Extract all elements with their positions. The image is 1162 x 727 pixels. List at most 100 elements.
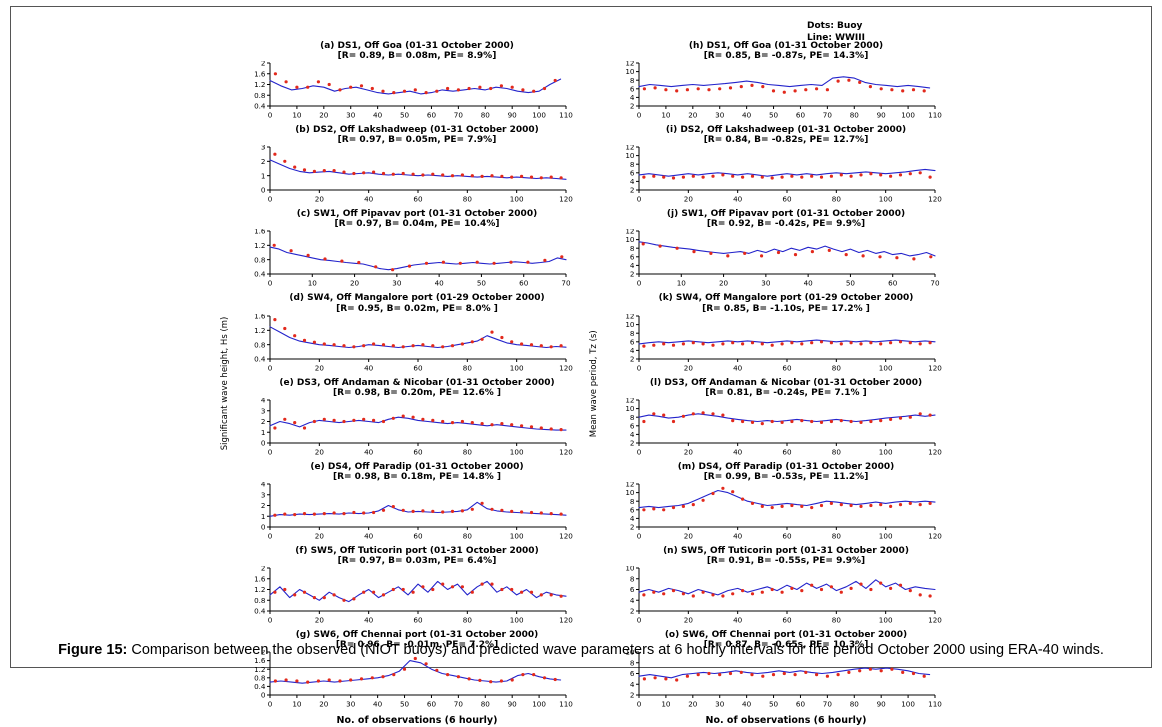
svg-text:6: 6 xyxy=(630,337,635,346)
svg-text:100: 100 xyxy=(879,363,893,372)
svg-text:1.6: 1.6 xyxy=(254,70,266,79)
svg-text:80: 80 xyxy=(463,363,473,372)
svg-text:100: 100 xyxy=(510,616,524,625)
svg-text:90: 90 xyxy=(877,700,887,709)
svg-text:6: 6 xyxy=(630,85,635,94)
svg-text:10: 10 xyxy=(625,67,635,76)
svg-text:8: 8 xyxy=(630,76,635,85)
panel-title: (e) DS4, Off Paradip (01-31 October 2000… xyxy=(310,461,524,482)
svg-text:80: 80 xyxy=(463,616,473,625)
svg-text:8: 8 xyxy=(630,160,635,169)
svg-text:60: 60 xyxy=(519,279,529,288)
svg-text:4: 4 xyxy=(630,596,635,605)
svg-text:20: 20 xyxy=(684,616,694,625)
svg-text:80: 80 xyxy=(832,447,842,456)
svg-text:40: 40 xyxy=(804,279,814,288)
svg-text:2: 2 xyxy=(630,102,635,111)
svg-text:120: 120 xyxy=(928,195,942,204)
svg-text:1: 1 xyxy=(261,428,266,437)
svg-text:2: 2 xyxy=(630,523,635,532)
svg-text:2: 2 xyxy=(630,270,635,279)
svg-text:12: 12 xyxy=(625,398,634,405)
svg-text:80: 80 xyxy=(832,195,842,204)
svg-text:1.2: 1.2 xyxy=(254,241,265,250)
chart-panel-e-ds3: (e) DS3, Off Andaman & Nicobar (01-31 Oc… xyxy=(233,378,573,461)
legend-dots-label: Dots: Buoy xyxy=(807,21,863,31)
svg-text:0: 0 xyxy=(268,363,273,372)
svg-text:20: 20 xyxy=(319,700,329,709)
svg-text:80: 80 xyxy=(481,111,491,120)
svg-text:20: 20 xyxy=(315,616,325,625)
svg-text:0: 0 xyxy=(261,523,266,532)
charts-row: Significant wave height, Hs (m) (a) DS1,… xyxy=(11,7,1151,726)
svg-text:0.4: 0.4 xyxy=(254,354,266,363)
svg-text:40: 40 xyxy=(364,616,374,625)
right-panels: (h) DS1, Off Goa (01-31 October 2000) [R=… xyxy=(602,41,942,714)
left-panels: (a) DS1, Off Goa (01-31 October 2000) [R=… xyxy=(233,41,573,714)
svg-text:0: 0 xyxy=(268,531,273,540)
svg-text:3: 3 xyxy=(261,406,266,415)
figure-caption: Figure 15: Comparison between the observ… xyxy=(11,642,1151,658)
hs-column: Significant wave height, Hs (m) (a) DS1,… xyxy=(220,41,573,726)
svg-text:8: 8 xyxy=(630,497,635,506)
svg-text:2: 2 xyxy=(630,691,635,700)
svg-text:8: 8 xyxy=(630,244,635,253)
svg-text:80: 80 xyxy=(832,616,842,625)
svg-text:0: 0 xyxy=(268,700,273,709)
panel-title: (m) DS4, Off Paradip (01-31 October 2000… xyxy=(677,461,895,482)
figure-frame: Dots: Buoy Line: WWIII Significant wave … xyxy=(10,6,1152,726)
svg-text:70: 70 xyxy=(823,700,833,709)
svg-text:120: 120 xyxy=(559,195,573,204)
svg-text:6: 6 xyxy=(630,253,635,262)
svg-text:20: 20 xyxy=(684,195,694,204)
legend-line-label: Line: WWIII xyxy=(807,32,865,43)
svg-text:30: 30 xyxy=(715,111,725,120)
caption-label: Figure 15: xyxy=(58,642,128,658)
svg-text:120: 120 xyxy=(559,447,573,456)
svg-text:70: 70 xyxy=(454,700,464,709)
chart-panel-m: (m) DS4, Off Paradip (01-31 October 2000… xyxy=(602,462,942,545)
svg-text:100: 100 xyxy=(879,531,893,540)
panel-title: (b) DS2, Off Lakshadweep (01-31 October … xyxy=(295,125,539,146)
svg-text:60: 60 xyxy=(413,363,423,372)
panel-plot: 0.40.81.21.620 10 20 30 40 50 60 70 80 90 100 110 xyxy=(254,59,573,120)
svg-text:4: 4 xyxy=(630,680,635,689)
chart-panel-e-ds4: (e) DS4, Off Paradip (01-31 October 2000… xyxy=(233,462,573,545)
svg-text:2: 2 xyxy=(261,417,266,426)
svg-text:40: 40 xyxy=(742,111,752,120)
svg-text:120: 120 xyxy=(559,531,573,540)
panel-title: (a) DS1, Off Goa (01-31 October 2000) [R=… xyxy=(320,41,514,62)
svg-text:10: 10 xyxy=(308,279,318,288)
svg-text:8: 8 xyxy=(630,659,635,668)
svg-text:8: 8 xyxy=(630,574,635,583)
svg-text:120: 120 xyxy=(928,363,942,372)
panel-plot: 0.4 0.8 1.2 1.6 0 20 40 60 80 100 120 xyxy=(254,311,573,372)
svg-text:6: 6 xyxy=(630,421,635,430)
panel-title: (f) SW5, Off Tuticorin port (01-31 Octob… xyxy=(295,545,539,567)
panel-title: (o) SW6, Off Chennai port (01-31 October… xyxy=(664,630,908,651)
svg-text:6: 6 xyxy=(630,585,635,594)
tz-axis-label: Mean wave period, Tz (s) xyxy=(589,330,599,438)
svg-text:10: 10 xyxy=(625,404,635,413)
svg-text:60: 60 xyxy=(796,700,806,709)
svg-text:40: 40 xyxy=(364,195,374,204)
svg-text:2: 2 xyxy=(261,501,266,510)
svg-text:20: 20 xyxy=(315,531,325,540)
panel-title: (h) DS1, Off Goa (01-31 October 2000) [R=… xyxy=(688,41,884,62)
chart-panel-i: (i) DS2, Off Lakshadweep (01-31 October … xyxy=(602,125,942,208)
panel-title: (c) SW1, Off Pipavav port (01-31 October… xyxy=(296,209,538,230)
svg-text:30: 30 xyxy=(346,700,356,709)
svg-text:60: 60 xyxy=(782,531,792,540)
plot-legend: Dots: Buoy Line: WWIII xyxy=(807,21,865,44)
svg-text:0.8: 0.8 xyxy=(254,674,266,683)
svg-text:50: 50 xyxy=(846,279,856,288)
svg-text:100: 100 xyxy=(510,531,524,540)
chart-panel-g: (g) SW6, Off Chennai port (01-31 October… xyxy=(233,630,573,713)
svg-text:12: 12 xyxy=(625,229,634,236)
